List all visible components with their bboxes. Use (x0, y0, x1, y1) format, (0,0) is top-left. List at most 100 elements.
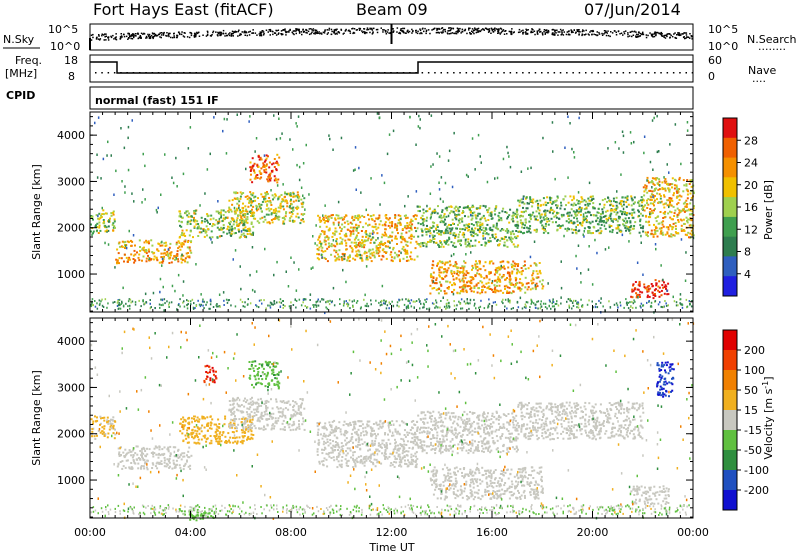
echo-cell (499, 274, 501, 276)
echo-cell (295, 200, 297, 202)
echo-cell (478, 287, 480, 289)
echo-cell (566, 213, 568, 215)
echo-cell (231, 204, 233, 206)
echo-cell (423, 224, 425, 226)
echo-cell (556, 207, 558, 209)
noise-sample (437, 29, 439, 31)
near-range-cell (184, 306, 186, 308)
scatter-cell (610, 215, 612, 218)
scatter-cell (273, 274, 275, 277)
scatter-cell (656, 115, 658, 118)
nave-sample (441, 72, 443, 74)
scatter-cell (622, 234, 624, 237)
echo-cell (179, 246, 181, 248)
echo-cell (473, 224, 475, 226)
noise-sample (316, 30, 318, 32)
echo-cell (322, 231, 324, 233)
scatter-cell (358, 167, 360, 170)
echo-cell (479, 231, 481, 233)
echo-cell (681, 230, 683, 232)
echo-cell (225, 211, 227, 213)
echo-cell (345, 233, 347, 235)
noise-sample (423, 31, 425, 32)
scatter-cell (158, 207, 160, 210)
noise-sample (677, 32, 679, 34)
scatter-cell (530, 256, 532, 259)
echo-cell (328, 242, 330, 244)
echo-cell (146, 260, 148, 262)
echo-cell (517, 227, 519, 229)
scatter-cell (642, 274, 644, 277)
scatter-cell (571, 148, 573, 151)
near-range-cell (179, 298, 181, 300)
near-range-cell (446, 303, 448, 305)
scatter-cell (102, 207, 104, 210)
echo-cell (318, 258, 320, 260)
echo-cell (577, 224, 579, 226)
near-range-cell (169, 302, 171, 304)
echo-cell (466, 246, 468, 248)
echo-cell (689, 202, 691, 204)
echo-cell (106, 229, 108, 231)
echo-cell (297, 191, 299, 193)
echo-cell (252, 206, 254, 208)
echo-cell (655, 217, 657, 219)
noise-sample (691, 38, 693, 40)
echo-cell (591, 198, 593, 200)
echo-cell (247, 218, 249, 220)
echo-cell (686, 234, 688, 236)
echo-cell (623, 220, 625, 222)
echo-cell (245, 196, 247, 198)
echo-cell (449, 281, 451, 283)
echo-cell (521, 267, 523, 269)
echo-cell (531, 274, 533, 276)
echo-cell (99, 230, 101, 232)
near-range-cell (216, 304, 218, 306)
freq-unit-label: [MHz] (5, 67, 37, 80)
noise-sample (350, 32, 352, 34)
near-range-cell (506, 308, 508, 310)
scatter-cell (418, 125, 420, 128)
echo-cell (517, 225, 519, 227)
echo-cell (592, 221, 594, 223)
near-range-cell (168, 306, 170, 308)
echo-cell (339, 217, 341, 219)
noise-sample (588, 33, 590, 35)
echo-cell (687, 194, 689, 196)
echo-cell (682, 190, 684, 192)
echo-cell (484, 230, 486, 232)
scatter-cell (193, 219, 195, 222)
echo-cell (633, 225, 635, 227)
scatter-cell (666, 290, 668, 293)
near-range-cell (196, 305, 198, 307)
echo-cell (325, 215, 327, 217)
echo-cell (625, 230, 627, 232)
near-range-cell (608, 300, 610, 302)
echo-cell (441, 261, 443, 263)
echo-cell (336, 238, 338, 240)
noise-sample (557, 34, 559, 36)
echo-cell (249, 228, 251, 230)
echo-cell (264, 161, 266, 163)
scatter-cell (484, 237, 486, 240)
scatter-cell (276, 138, 278, 141)
noise-sample (500, 32, 502, 34)
echo-cell (448, 206, 450, 208)
nave-sample (390, 72, 392, 74)
echo-cell (391, 225, 393, 227)
echo-cell (448, 286, 450, 288)
echo-cell (364, 244, 366, 246)
near-range-cell (227, 302, 229, 304)
nave-sample (95, 72, 97, 74)
echo-cell (162, 260, 164, 262)
noise-sample (318, 31, 320, 33)
scatter-cell (452, 186, 454, 189)
noise-sample (231, 35, 233, 37)
noise-sample (278, 33, 280, 35)
noise-sample (303, 31, 305, 33)
echo-cell (585, 201, 587, 203)
echo-cell (545, 204, 547, 206)
scatter-cell (418, 115, 420, 118)
near-range-cell (305, 305, 307, 307)
noise-sample (392, 28, 394, 30)
